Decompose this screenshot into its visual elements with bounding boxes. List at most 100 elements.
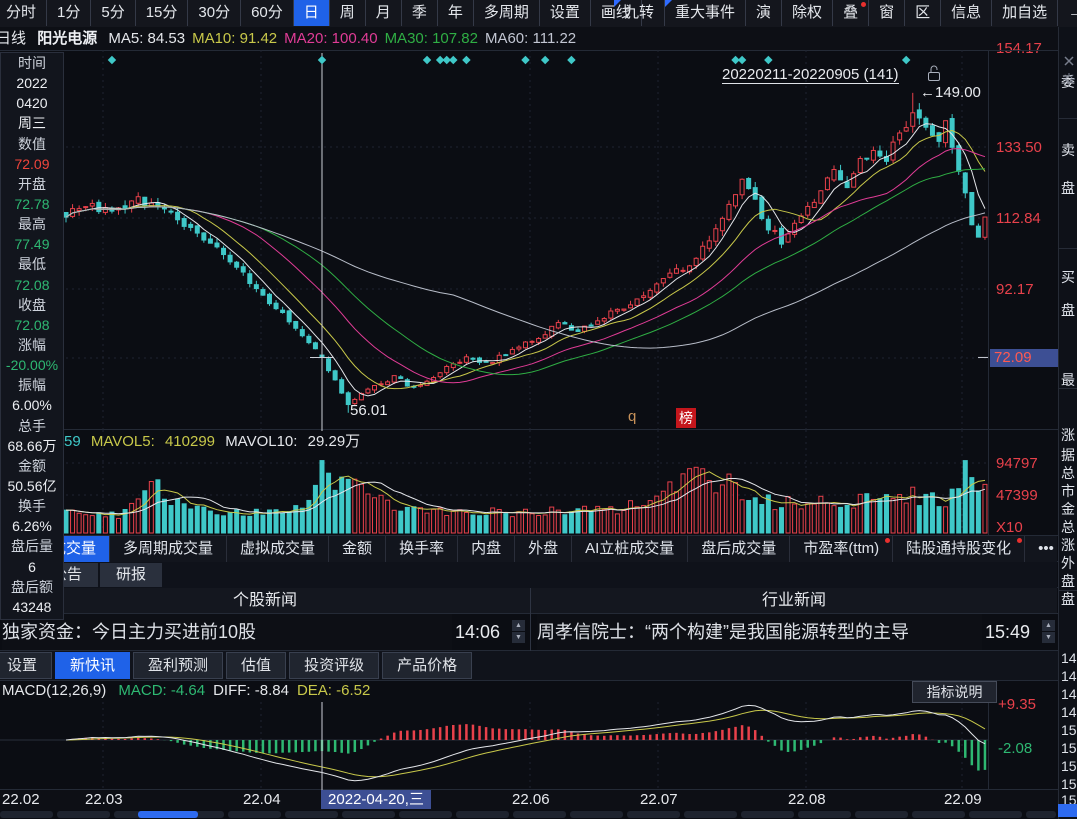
- indicator-tab[interactable]: 外盘: [515, 536, 573, 562]
- date-tick: 22.07: [640, 791, 678, 808]
- toolbar-item[interactable]: 加自选: [992, 0, 1059, 26]
- industry-news-item[interactable]: 周孝信院士：“两个构建”是我国能源转型的主导: [537, 614, 982, 651]
- toolbar-item[interactable]: 窗: [869, 0, 906, 26]
- info-tab[interactable]: 估值: [226, 652, 287, 679]
- scrollbar-segment[interactable]: [0, 811, 53, 818]
- toolbar-item[interactable]: 九转: [614, 0, 666, 26]
- move-panel-icon[interactable]: →|: [1058, 0, 1077, 26]
- chart-scrollbar[interactable]: [0, 810, 1058, 819]
- mavol10-label: MAVOL10:: [225, 433, 298, 450]
- info-tab[interactable]: 投资评级: [289, 652, 380, 679]
- report-tab[interactable]: 研报: [100, 563, 163, 587]
- quote-field: 77.49: [14, 236, 50, 253]
- gear-icon[interactable]: [1062, 72, 1076, 86]
- volume-chart[interactable]: [0, 430, 988, 535]
- scrollbar-segment[interactable]: [456, 811, 509, 818]
- volume-header: 59 MAVOL5: 410299 MAVOL10: 29.29万: [64, 431, 366, 452]
- toolbar-item[interactable]: 周: [330, 0, 366, 26]
- toolbar-item[interactable]: 叠: [833, 0, 870, 26]
- toolbar-item[interactable]: 设置: [540, 0, 591, 26]
- down-arrow-icon[interactable]: ▼: [512, 632, 525, 643]
- candlestick-chart[interactable]: [0, 50, 988, 431]
- clipped-quote-fragment: 15: [1061, 722, 1077, 738]
- scrollbar-segment[interactable]: [513, 811, 566, 818]
- quote-field: 换手: [18, 498, 46, 515]
- toolbar-item[interactable]: 演: [746, 0, 783, 26]
- scrollbar-segment[interactable]: [57, 811, 110, 818]
- down-arrow-icon[interactable]: ▼: [1042, 632, 1055, 643]
- scrollbar-thumb[interactable]: [138, 811, 198, 818]
- scrollbar-segment[interactable]: [570, 811, 623, 818]
- toolbar-item[interactable]: 重大事件: [665, 0, 747, 26]
- up-arrow-icon[interactable]: ▲: [1042, 620, 1055, 631]
- macd-chart[interactable]: [0, 702, 988, 790]
- scrollbar-segment[interactable]: [342, 811, 395, 818]
- close-icon[interactable]: [1062, 54, 1076, 68]
- scrollbar-segment[interactable]: [969, 811, 1022, 818]
- indicator-tab[interactable]: 盘后成交量: [688, 536, 791, 562]
- rank-badge[interactable]: 榜: [676, 408, 696, 428]
- indicator-tab[interactable]: 多周期成交量: [110, 536, 228, 562]
- clipped-quote-fragment: 涨: [1061, 427, 1075, 443]
- toolbar-item[interactable]: 1分: [47, 0, 92, 26]
- scrollbar-segment[interactable]: [798, 811, 851, 818]
- info-tab[interactable]: 盈利预测: [133, 652, 224, 679]
- macd-axis-min: -2.08: [998, 740, 1033, 757]
- macd-header: MACD(12,26,9) MACD: -4.64 DIFF: -8.84 DEA:…: [2, 680, 386, 702]
- macd-values: MACD: -4.64 DIFF: -8.84 DEA: -6.52: [118, 682, 378, 699]
- indicator-tab[interactable]: 内盘: [458, 536, 516, 562]
- toolbar-item[interactable]: 月: [366, 0, 402, 26]
- stock-news-spinner[interactable]: ▲ ▼: [512, 620, 526, 644]
- info-tab[interactable]: 新快讯: [55, 652, 131, 679]
- unlock-icon[interactable]: [926, 64, 942, 82]
- toolbar-item[interactable]: 分时: [0, 0, 48, 26]
- toolbar-item[interactable]: 信息: [941, 0, 993, 26]
- toolbar-item[interactable]: 季: [402, 0, 438, 26]
- toolbar-item[interactable]: 多周期: [474, 0, 540, 26]
- toolbar-item[interactable]: 5分: [91, 0, 136, 26]
- volume-axis-label: 47399: [996, 487, 1038, 504]
- strip-separator: [1059, 118, 1077, 119]
- toolbar-item[interactable]: 60分: [241, 0, 294, 26]
- quote-field: 72.78: [14, 195, 50, 212]
- scrollbar-segment[interactable]: [741, 811, 794, 818]
- info-tab[interactable]: 设置: [0, 652, 53, 679]
- scrollbar-segment[interactable]: [627, 811, 680, 818]
- event-marker-diamonds[interactable]: [107, 55, 911, 65]
- quote-field: 0420: [16, 95, 48, 112]
- price-axis-label: 154.17: [996, 40, 1042, 57]
- toolbar-item[interactable]: 15分: [136, 0, 189, 26]
- scrollbar-segment[interactable]: [399, 811, 452, 818]
- toolbar-item[interactable]: 30分: [188, 0, 242, 26]
- period-toolbar: 分时 1分 5分 15分 30分 60分日周月季年多周期 设置 画线: [0, 0, 642, 27]
- up-arrow-icon[interactable]: ▲: [512, 620, 525, 631]
- stock-news-item[interactable]: 独家资金：今日主力买进前10股: [2, 614, 452, 651]
- scrollbar-segment[interactable]: [1026, 811, 1056, 818]
- notification-dot-icon: [885, 538, 891, 543]
- info-tab[interactable]: 产品价格: [382, 652, 473, 679]
- toolbar-item[interactable]: 年: [438, 0, 474, 26]
- scrollbar-segment[interactable]: [684, 811, 737, 818]
- candles: [63, 92, 988, 413]
- toolbar-item[interactable]: 除权: [782, 0, 834, 26]
- scrollbar-segment[interactable]: [285, 811, 338, 818]
- quote-field: 43248: [12, 598, 52, 615]
- indicator-tab[interactable]: 陆股通持股变化: [893, 536, 1026, 562]
- scrollbar-segment[interactable]: [228, 811, 281, 818]
- indicator-tab[interactable]: 虚拟成交量: [227, 536, 330, 562]
- period-label: 日线: [0, 30, 27, 47]
- indicator-tab[interactable]: 换手率: [386, 536, 459, 562]
- date-range-annotation[interactable]: 20220211-20220905 (141): [722, 66, 899, 84]
- indicator-tab[interactable]: 市盈率(ttm): [790, 536, 894, 562]
- indicator-tab[interactable]: 金额: [329, 536, 387, 562]
- quote-field: 6: [28, 558, 36, 575]
- indicator-tab[interactable]: AI立桩成交量: [572, 536, 689, 562]
- scrollbar-segment[interactable]: [855, 811, 908, 818]
- macd-value: MACD: -4.64: [118, 682, 206, 699]
- toolbar-item[interactable]: 区: [905, 0, 942, 26]
- scrollbar-segment[interactable]: [912, 811, 965, 818]
- indicator-help-button[interactable]: 指标说明: [912, 681, 997, 703]
- toolbar-item[interactable]: 画线: [591, 0, 642, 26]
- industry-news-spinner[interactable]: ▲ ▼: [1042, 620, 1056, 644]
- toolbar-item[interactable]: 日: [293, 0, 330, 26]
